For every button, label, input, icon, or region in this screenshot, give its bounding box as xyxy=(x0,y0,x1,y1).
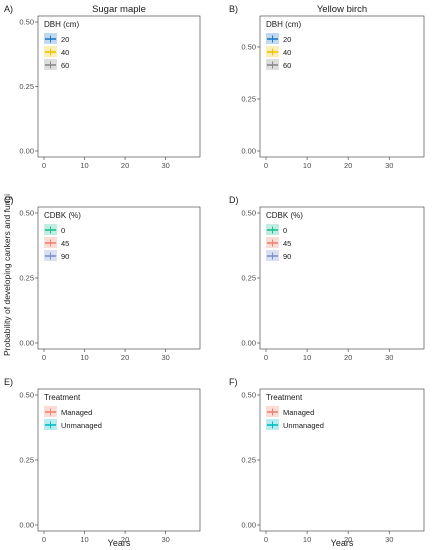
x-tick-label: 20 xyxy=(121,161,129,170)
legend-label: 45 xyxy=(61,239,69,248)
x-tick-label: 30 xyxy=(385,161,393,170)
column-title: Sugar maple xyxy=(92,4,146,15)
x-tick-label: 10 xyxy=(80,161,88,170)
y-tick-label: 0.00 xyxy=(241,521,256,530)
plot-border xyxy=(259,388,425,532)
legend-label: 90 xyxy=(61,252,69,261)
panel-letter: B) xyxy=(229,4,238,14)
plot-border xyxy=(37,15,201,158)
y-axis-label: Probability of developing cankers and fu… xyxy=(2,194,12,356)
y-tick-label: 0.50 xyxy=(19,18,34,27)
legend-label: 0 xyxy=(61,226,65,235)
y-tick-label: 0.00 xyxy=(19,147,34,156)
column-title: Yellow birch xyxy=(317,4,367,15)
legend-label: 0 xyxy=(283,226,287,235)
x-tick-label: 30 xyxy=(385,353,393,362)
x-tick-label: 30 xyxy=(385,535,393,544)
y-tick-label: 0.25 xyxy=(241,95,256,104)
chart-panel-c: C) 0.00 0.25 0.50 0 10 20 30 CDBK (%) 0 45 90 xyxy=(4,195,201,362)
y-tick-label: 0.00 xyxy=(241,339,256,348)
y-tick-label: 0.25 xyxy=(241,456,256,465)
chart-panel-a: A) Sugar maple 0.00 0.25 0.50 0 10 20 30 DBH (cm)… xyxy=(4,4,201,170)
chart-panel-e: E) 0.00 0.25 0.50 0 10 20 30 Treatment Managed Unm… xyxy=(4,377,201,544)
plot-border xyxy=(37,388,201,532)
x-tick-label: 20 xyxy=(121,353,129,362)
legend-label: Managed xyxy=(61,408,92,417)
plot-border xyxy=(37,206,201,350)
legend-label: Managed xyxy=(283,408,314,417)
legend-label: 40 xyxy=(61,48,69,57)
x-tick-label: 20 xyxy=(344,535,352,544)
x-tick-label: 0 xyxy=(264,535,268,544)
x-tick-label: 0 xyxy=(264,161,268,170)
x-tick-label: 10 xyxy=(303,161,311,170)
x-tick-label: 20 xyxy=(344,161,352,170)
y-tick-label: 0.00 xyxy=(19,339,34,348)
legend: CDBK (%) 0 45 90 xyxy=(44,211,81,261)
y-tick-label: 0.50 xyxy=(241,43,256,52)
x-tick-label: 10 xyxy=(80,353,88,362)
panel-letter: F) xyxy=(229,377,238,387)
x-tick-label: 0 xyxy=(42,353,46,362)
legend: Treatment Managed Unmanaged xyxy=(44,393,102,430)
legend-label: 40 xyxy=(283,48,291,57)
legend: DBH (cm) 20 40 60 xyxy=(44,20,79,70)
y-tick-label: 0.25 xyxy=(19,456,34,465)
x-tick-label: 0 xyxy=(264,353,268,362)
x-axis-label-left: Years xyxy=(108,538,131,548)
legend-title: DBH (cm) xyxy=(44,20,79,29)
chart-panel-b: B) Yellow birch 0.00 0.25 0.50 0 10 20 30 DBH (cm… xyxy=(229,4,425,170)
legend-label: 20 xyxy=(61,35,69,44)
legend-title: CDBK (%) xyxy=(44,211,81,220)
x-tick-label: 0 xyxy=(42,161,46,170)
panel-letter: E) xyxy=(4,377,13,387)
legend-label: 60 xyxy=(61,61,69,70)
panel-letter: C) xyxy=(4,195,14,205)
y-tick-label: 0.00 xyxy=(241,147,256,156)
legend-label: 20 xyxy=(283,35,291,44)
x-tick-label: 20 xyxy=(344,353,352,362)
chart-panel-d: D) 0.00 0.25 0.50 0 10 20 30 CDBK (%) 0 45 90 xyxy=(229,195,425,362)
legend-label: 90 xyxy=(283,252,291,261)
x-tick-label: 20 xyxy=(121,535,129,544)
legend-title: DBH (cm) xyxy=(266,20,301,29)
panel-letter: D) xyxy=(229,195,239,205)
x-tick-label: 0 xyxy=(42,535,46,544)
legend: DBH (cm) 20 40 60 xyxy=(266,20,301,70)
y-tick-label: 0.25 xyxy=(19,274,34,283)
chart-panel-f: F) 0.00 0.25 0.50 0 10 20 30 Treatment Managed Unm… xyxy=(229,377,425,544)
legend: Treatment Managed Unmanaged xyxy=(266,393,324,430)
legend-label: 60 xyxy=(283,61,291,70)
legend: CDBK (%) 0 45 90 xyxy=(266,211,303,261)
y-tick-label: 0.50 xyxy=(241,391,256,400)
x-tick-label: 30 xyxy=(161,535,169,544)
y-tick-label: 0.50 xyxy=(19,391,34,400)
x-tick-label: 30 xyxy=(161,353,169,362)
x-tick-label: 10 xyxy=(303,353,311,362)
legend-label: Unmanaged xyxy=(283,421,324,430)
legend-title: CDBK (%) xyxy=(266,211,303,220)
y-tick-label: 0.25 xyxy=(241,274,256,283)
y-tick-label: 0.50 xyxy=(241,209,256,218)
x-tick-label: 30 xyxy=(161,161,169,170)
x-axis-label-right: Years xyxy=(331,538,354,548)
panel-letter: A) xyxy=(4,4,13,14)
y-tick-label: 0.50 xyxy=(19,209,34,218)
y-tick-label: 0.25 xyxy=(19,82,34,91)
legend-title: Treatment xyxy=(266,393,303,402)
plot-border xyxy=(259,15,425,158)
plot-border xyxy=(259,206,425,350)
legend-title: Treatment xyxy=(44,393,81,402)
legend-label: Unmanaged xyxy=(61,421,102,430)
x-tick-label: 10 xyxy=(303,535,311,544)
x-tick-label: 10 xyxy=(80,535,88,544)
legend-label: 45 xyxy=(283,239,291,248)
y-tick-label: 0.00 xyxy=(19,521,34,530)
